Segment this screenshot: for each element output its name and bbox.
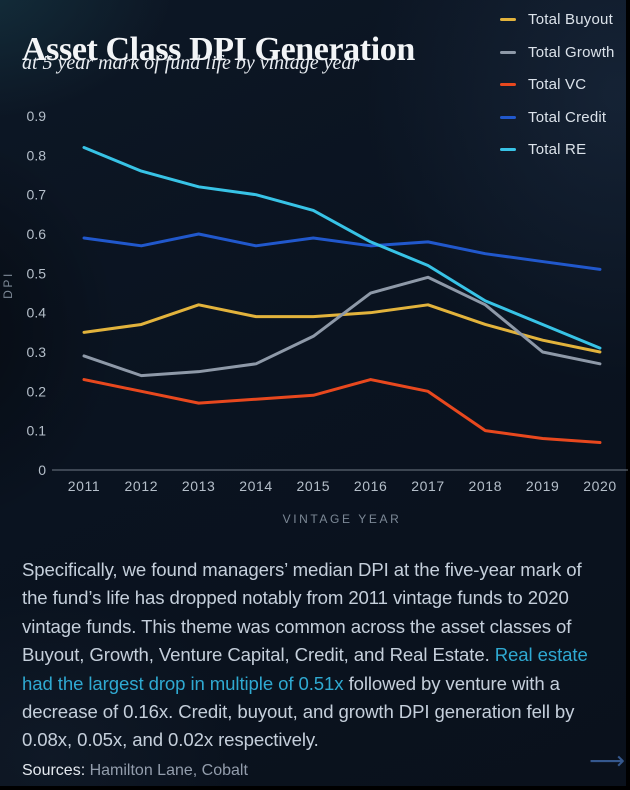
next-page-arrow-icon[interactable]: ⟶ [589,746,625,775]
x-tick-label: 2017 [411,478,445,494]
series-line-total-buyout [82,303,602,354]
legend-item-total-credit: Total Credit [500,108,615,127]
commentary-paragraph: Specifically, we found managers’ median … [22,556,600,755]
x-tick-label: 2012 [125,478,159,494]
x-tick-label: 2014 [239,478,273,494]
commentary-text-lead: Specifically, we found managers’ median … [22,559,582,666]
legend-label: Total RE [528,141,587,158]
y-tick-label: 0.6 [27,226,47,242]
legend-dash-icon [500,83,516,86]
page-subtitle: at 5 year mark of fund life by vintage y… [22,52,360,74]
legend-dash-icon [500,148,516,151]
legend-label: Total Growth [528,43,615,61]
y-tick-label: 0 [38,462,46,478]
page-title: Asset Class DPI Generation [22,30,415,68]
legend-item-total-buyout: Total Buyout [500,10,615,29]
sources-value: Hamilton Lane, Cobalt [85,762,248,779]
commentary-text-tail: followed by venture with a decrease of 0… [22,672,575,751]
x-tick-label: 2019 [526,478,560,494]
x-tick-label: 2011 [68,478,101,494]
legend-label: Total Buyout [528,11,613,28]
sources-line: Sources: Hamilton Lane, Cobalt [22,762,248,780]
legend-dash-icon [500,18,516,21]
x-tick-label: 2018 [469,478,503,494]
x-tick-label: 2016 [354,478,388,494]
x-tick-label: 2015 [297,478,331,494]
y-tick-label: 0.9 [27,108,47,124]
legend-dash-icon [500,50,516,54]
y-tick-label: 0.5 [27,265,47,281]
y-tick-label: 0.2 [27,383,47,399]
y-tick-label: 0.3 [27,344,47,360]
legend-item-total-re: Total RE [500,140,615,159]
sources-label: Sources: [22,762,86,779]
y-tick-label: 0.7 [27,187,47,203]
legend-dash-icon [500,115,516,119]
legend-label: Total VC [528,76,587,93]
y-tick-label: 0.8 [27,147,47,163]
legend-item-total-vc: Total VC [500,75,615,94]
legend-item-total-growth: Total Growth [500,43,615,62]
x-tick-label: 2013 [182,478,216,494]
series-line-total-re [82,145,602,350]
x-axis-title: VINTAGE YEAR [283,512,402,526]
chart-legend: Total Buyout Total Growth Total VC Total… [500,10,615,173]
series-line-total-growth [82,275,602,378]
dpi-line-chart: 0.9 0.8 0.7 0.6 0.5 0.4 0.3 0.2 0.1 0 2011 2012 2013… [1,108,628,526]
series-line-total-credit [82,232,602,271]
series-line-total-vc [82,378,602,444]
legend-label: Total Credit [528,108,607,126]
commentary-highlight: Real estate had the largest drop in mult… [22,644,588,694]
y-axis-title: DPI [1,271,15,299]
x-tick-label: 2020 [583,478,617,494]
y-tick-label: 0.4 [27,305,47,321]
y-tick-label: 0.1 [27,423,47,439]
